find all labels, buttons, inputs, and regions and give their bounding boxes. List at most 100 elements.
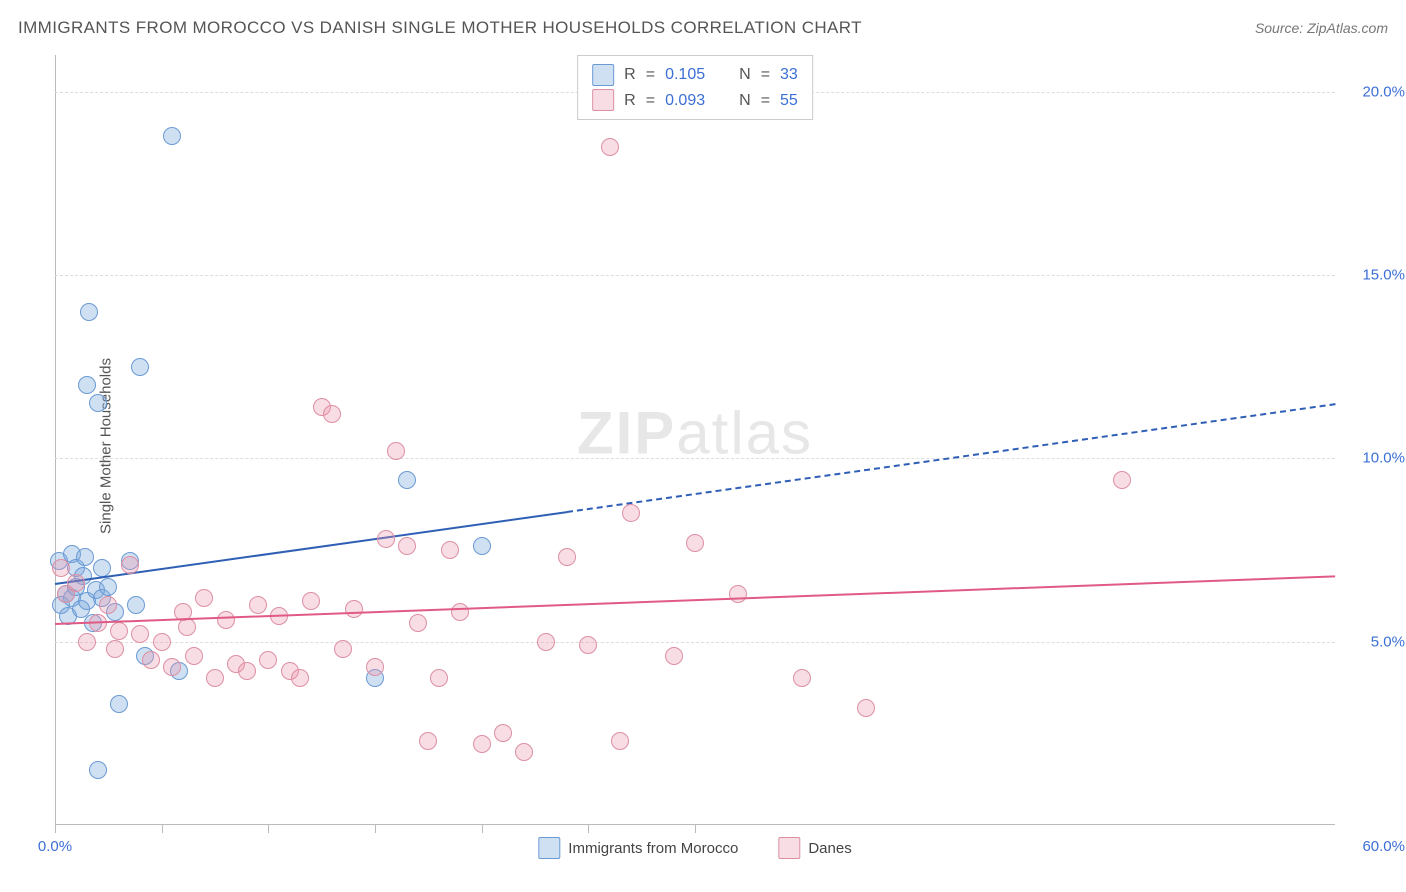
scatter-point-danes [601, 138, 619, 156]
swatch-danes [778, 837, 800, 859]
scatter-point-morocco [127, 596, 145, 614]
equals-sign: = [646, 62, 655, 88]
scatter-point-danes [558, 548, 576, 566]
trend-line-danes-solid [55, 576, 1335, 626]
scatter-point-danes [99, 596, 117, 614]
x-tick [695, 825, 696, 833]
x-tick [162, 825, 163, 833]
scatter-point-danes [345, 600, 363, 618]
scatter-point-danes [259, 651, 277, 669]
scatter-point-danes [291, 669, 309, 687]
x-tick [55, 825, 56, 833]
scatter-point-danes [121, 556, 139, 574]
gridline [55, 275, 1335, 276]
scatter-point-danes [217, 611, 235, 629]
scatter-point-danes [249, 596, 267, 614]
n-value-danes: 55 [780, 88, 798, 114]
scatter-point-danes [430, 669, 448, 687]
scatter-point-morocco [89, 761, 107, 779]
y-tick-label: 20.0% [1345, 83, 1405, 100]
scatter-point-danes [441, 541, 459, 559]
swatch-morocco [538, 837, 560, 859]
legend-label-morocco: Immigrants from Morocco [568, 840, 738, 857]
series-legend: Immigrants from Morocco Danes [538, 837, 851, 859]
equals-sign: = [761, 88, 770, 114]
source-label: Source: [1255, 20, 1303, 36]
scatter-point-danes [302, 592, 320, 610]
scatter-point-danes [153, 633, 171, 651]
scatter-point-danes [377, 530, 395, 548]
x-tick [375, 825, 376, 833]
scatter-point-danes [1113, 471, 1131, 489]
watermark-bold: ZIP [577, 400, 676, 467]
watermark: ZIPatlas [577, 399, 813, 468]
scatter-point-danes [686, 534, 704, 552]
n-value-morocco: 33 [780, 62, 798, 88]
legend-row-danes: R = 0.093 N = 55 [592, 88, 798, 114]
legend-item-morocco: Immigrants from Morocco [538, 837, 738, 859]
y-tick-label: 5.0% [1345, 633, 1405, 650]
scatter-point-danes [473, 735, 491, 753]
x-tick-label-min: 0.0% [38, 838, 72, 855]
scatter-point-danes [537, 633, 555, 651]
scatter-point-danes [515, 743, 533, 761]
scatter-point-morocco [99, 578, 117, 596]
scatter-point-danes [366, 658, 384, 676]
equals-sign: = [646, 88, 655, 114]
x-tick [588, 825, 589, 833]
r-label: R [624, 88, 636, 114]
scatter-point-danes [494, 724, 512, 742]
r-value-morocco: 0.105 [665, 62, 705, 88]
scatter-point-morocco [473, 537, 491, 555]
scatter-point-morocco [89, 394, 107, 412]
scatter-plot-area: ZIPatlas R = 0.105 N = 33 R = 0.093 N = … [55, 55, 1335, 825]
scatter-point-morocco [80, 303, 98, 321]
legend-row-morocco: R = 0.105 N = 33 [592, 62, 798, 88]
scatter-point-danes [387, 442, 405, 460]
y-axis-line [55, 55, 56, 825]
scatter-point-danes [195, 589, 213, 607]
source-value: ZipAtlas.com [1307, 20, 1388, 36]
scatter-point-danes [729, 585, 747, 603]
x-tick [482, 825, 483, 833]
scatter-point-danes [857, 699, 875, 717]
scatter-point-danes [793, 669, 811, 687]
scatter-point-danes [398, 537, 416, 555]
scatter-point-danes [334, 640, 352, 658]
scatter-point-danes [142, 651, 160, 669]
gridline [55, 642, 1335, 643]
scatter-point-danes [131, 625, 149, 643]
scatter-point-danes [52, 559, 70, 577]
y-tick-label: 15.0% [1345, 267, 1405, 284]
scatter-point-danes [323, 405, 341, 423]
watermark-light: atlas [676, 400, 813, 467]
scatter-point-morocco [398, 471, 416, 489]
scatter-point-danes [78, 633, 96, 651]
scatter-point-danes [409, 614, 427, 632]
gridline [55, 458, 1335, 459]
scatter-point-morocco [131, 358, 149, 376]
r-label: R [624, 62, 636, 88]
scatter-point-danes [611, 732, 629, 750]
scatter-point-danes [67, 574, 85, 592]
chart-title: IMMIGRANTS FROM MOROCCO VS DANISH SINGLE… [18, 18, 862, 38]
swatch-danes [592, 89, 614, 111]
scatter-point-morocco [76, 548, 94, 566]
x-tick-label-max: 60.0% [1345, 838, 1405, 855]
legend-item-danes: Danes [778, 837, 851, 859]
r-value-danes: 0.093 [665, 88, 705, 114]
scatter-point-danes [206, 669, 224, 687]
correlation-legend-box: R = 0.105 N = 33 R = 0.093 N = 55 [577, 55, 813, 120]
chart-header: IMMIGRANTS FROM MOROCCO VS DANISH SINGLE… [18, 18, 1388, 38]
source-attribution: Source: ZipAtlas.com [1255, 20, 1388, 36]
scatter-point-danes [238, 662, 256, 680]
scatter-point-danes [106, 640, 124, 658]
scatter-point-danes [419, 732, 437, 750]
equals-sign: = [761, 62, 770, 88]
scatter-point-danes [185, 647, 203, 665]
scatter-point-danes [163, 658, 181, 676]
scatter-point-morocco [163, 127, 181, 145]
scatter-point-danes [110, 622, 128, 640]
scatter-point-danes [622, 504, 640, 522]
x-tick [268, 825, 269, 833]
